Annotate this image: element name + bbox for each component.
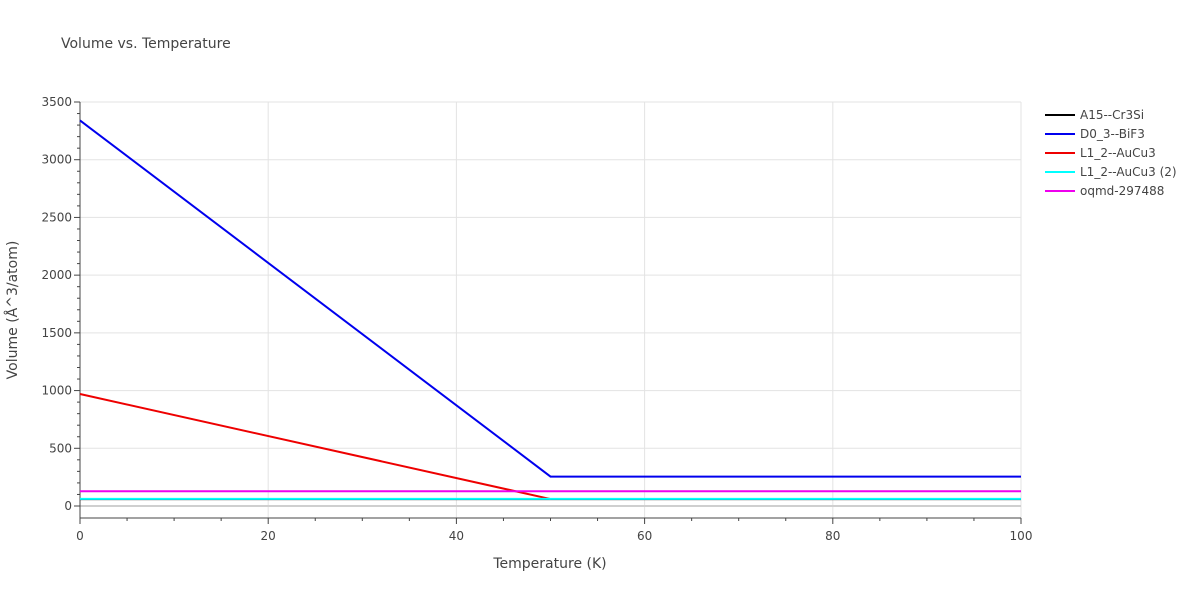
series-lines (79, 119, 1021, 501)
x-tick-label: 100 (1010, 529, 1033, 543)
legend-label: oqmd-297488 (1080, 184, 1164, 198)
legend-label: L1_2--AuCu3 (1080, 146, 1156, 160)
legend-label: L1_2--AuCu3 (2) (1080, 165, 1177, 179)
legend-item[interactable]: oqmd-297488 (1045, 184, 1164, 198)
x-tick-label: 40 (449, 529, 464, 543)
x-tick-label: 60 (637, 529, 652, 543)
y-tick-label: 0 (64, 499, 72, 513)
y-tick-label: 2000 (41, 268, 72, 282)
legend-item[interactable]: A15--Cr3Si (1045, 108, 1144, 122)
y-tick-label: 3500 (41, 95, 72, 109)
y-tick-label: 3000 (41, 153, 72, 167)
legend-item[interactable]: D0_3--BiF3 (1045, 127, 1145, 141)
grid (80, 101, 1022, 518)
y-tick-label: 1000 (41, 384, 72, 398)
y-tick-label: 500 (49, 441, 72, 455)
x-tick-label: 80 (825, 529, 840, 543)
y-tick-label: 1500 (41, 326, 72, 340)
series-line-2 (79, 393, 551, 501)
legend-label: D0_3--BiF3 (1080, 127, 1145, 141)
x-axis-title: Temperature (K) (492, 556, 606, 572)
chart-title: Volume vs. Temperature (61, 36, 231, 52)
legend[interactable]: A15--Cr3Si D0_3--BiF3 L1_2--AuCu3 L1_2--AuC… (1045, 108, 1177, 198)
legend-item[interactable]: L1_2--AuCu3 (1045, 146, 1156, 160)
x-tick-label: 0 (76, 529, 84, 543)
legend-item[interactable]: L1_2--AuCu3 (2) (1045, 165, 1177, 179)
legend-label: A15--Cr3Si (1080, 108, 1144, 122)
series-line-1 (79, 119, 1021, 478)
x-tick-label: 20 (261, 529, 276, 543)
y-tick-label: 2500 (41, 210, 72, 224)
y-axis-title: Volume (Å^3/atom) (4, 241, 21, 380)
